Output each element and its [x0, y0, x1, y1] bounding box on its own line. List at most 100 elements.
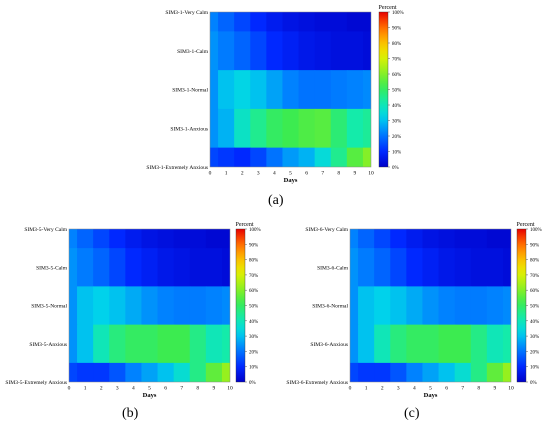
colorbar-tick-label: 70%	[392, 58, 401, 63]
x-tick-label: 7	[180, 386, 183, 392]
heatmap-cell	[470, 248, 488, 287]
y-category-label: SIM3-6-Anxious	[310, 342, 348, 348]
y-category-label: SIM3-6-Extremely Anxious	[286, 380, 348, 386]
heatmap-cell	[221, 362, 230, 382]
x-tick-label: 6	[164, 386, 167, 392]
colorbar-tick-label: 30%	[249, 335, 258, 340]
x-tick-label: 9	[494, 386, 497, 392]
heatmap-cell	[362, 70, 371, 110]
y-category-label: SIM3-6-Very Calm	[305, 227, 348, 233]
heatmap-cell	[314, 31, 332, 71]
colorbar-tick-label: 30%	[530, 335, 539, 340]
heatmap-cell	[470, 229, 488, 249]
colorbar-tick-label: 60%	[530, 289, 539, 294]
heatmap-cell	[350, 229, 359, 249]
heatmap-cell	[77, 248, 94, 287]
colorbar-tick-label: 0%	[530, 381, 537, 386]
heatmap-cell	[266, 70, 284, 110]
x-tick-label: 8	[477, 386, 480, 392]
y-category-label: SIM3-6-Calm	[317, 265, 349, 271]
colorbar-tick-label: 10%	[530, 366, 539, 371]
colorbar-title: Percent	[379, 5, 397, 11]
colorbar-tick-label: 30%	[392, 120, 401, 125]
heatmap-cell	[330, 70, 348, 110]
heatmap-cell	[69, 286, 78, 326]
heatmap-cell	[93, 248, 110, 287]
colorbar-tick-label: 90%	[249, 243, 258, 248]
heatmap-cell	[438, 324, 456, 364]
colorbar-tick-label: 40%	[249, 320, 258, 325]
heatmap-cell	[157, 324, 175, 364]
heatmap-cell	[298, 108, 316, 149]
heatmap-cell	[218, 12, 235, 32]
heatmap-cell	[93, 286, 110, 326]
heatmap-cell	[125, 286, 143, 326]
heatmap-cell	[350, 362, 359, 382]
y-category-label: SIM3-6-Normal	[312, 304, 348, 310]
heatmap-cell	[314, 12, 332, 32]
heatmap-cell	[189, 362, 207, 382]
heatmap-cell	[362, 108, 371, 149]
heatmap-cell	[298, 70, 316, 110]
x-tick-label: 0	[68, 386, 71, 392]
heatmap-cell	[374, 248, 391, 287]
heatmap-cell	[69, 362, 78, 382]
colorbar-tick-label: 50%	[530, 305, 539, 310]
heatmap-cell	[358, 229, 375, 249]
heatmap-chart-b: SIM3-5-Very Calm SIM3-5-Calm SIM3-5-Normal…	[5, 222, 260, 399]
x-axis-label: Days	[424, 392, 438, 399]
heatmap-cell	[374, 362, 391, 382]
x-tick-label: 5	[148, 386, 151, 392]
heatmap-cell	[422, 286, 440, 326]
colorbar-title: Percent	[236, 222, 254, 228]
heatmap-cell	[210, 70, 219, 110]
colorbar-tick-label: 40%	[392, 104, 401, 109]
heatmap-cell	[205, 248, 223, 287]
y-category-label: SIM3-5-Calm	[36, 265, 68, 271]
heatmap-cell	[77, 286, 94, 326]
colorbar-tick-label: 0%	[392, 166, 399, 171]
heatmap-cell	[157, 229, 175, 249]
x-tick-label: 4	[132, 386, 135, 392]
heatmap-cell	[157, 362, 175, 382]
heatmap-cell	[234, 147, 251, 167]
heatmap-cell	[390, 324, 407, 364]
heatmap-cell	[362, 31, 371, 71]
heatmap-cell	[205, 286, 223, 326]
heatmap-panel-a: SIM3-1-Very Calm SIM3-1-Calm SIM3-1-Normal…	[130, 0, 430, 192]
heatmap-cell	[282, 12, 300, 32]
heatmap-cell	[406, 324, 424, 364]
heatmap-cell	[205, 229, 223, 249]
heatmap-cell	[298, 147, 316, 167]
heatmap-cell	[93, 229, 110, 249]
heatmap-cell	[438, 248, 456, 287]
heatmap-cell	[266, 31, 284, 71]
heatmap-cell	[346, 147, 364, 167]
heatmap-cell	[173, 229, 191, 249]
heatmap-cell	[314, 70, 332, 110]
heatmap-cell	[406, 286, 424, 326]
colorbar-tick-label: 70%	[249, 274, 258, 279]
plot-frame	[209, 11, 372, 168]
x-tick-label: 10	[368, 171, 374, 177]
heatmap-cell	[250, 70, 267, 110]
colorbar-tick-label: 100%	[530, 228, 542, 233]
heatmap-cell	[298, 31, 316, 71]
heatmap-cell	[362, 147, 371, 167]
heatmap-cell	[438, 362, 456, 382]
colorbar-tick-label: 90%	[530, 243, 539, 248]
x-tick-label: 6	[305, 171, 308, 177]
heatmap-cell	[374, 229, 391, 249]
heatmap-cell	[93, 362, 110, 382]
heatmap-cell	[218, 70, 235, 110]
heatmap-cell	[502, 286, 511, 326]
heatmap-cell	[390, 229, 407, 249]
x-tick-label: 0	[209, 171, 212, 177]
panel-label-c: (c)	[404, 406, 420, 421]
heatmap-cell	[205, 362, 223, 382]
heatmap-cell	[218, 147, 235, 167]
heatmap-cell	[109, 248, 126, 287]
heatmap-cell	[125, 324, 143, 364]
y-category-label: SIM3-1-Normal	[172, 88, 208, 94]
heatmap-cell	[358, 286, 375, 326]
